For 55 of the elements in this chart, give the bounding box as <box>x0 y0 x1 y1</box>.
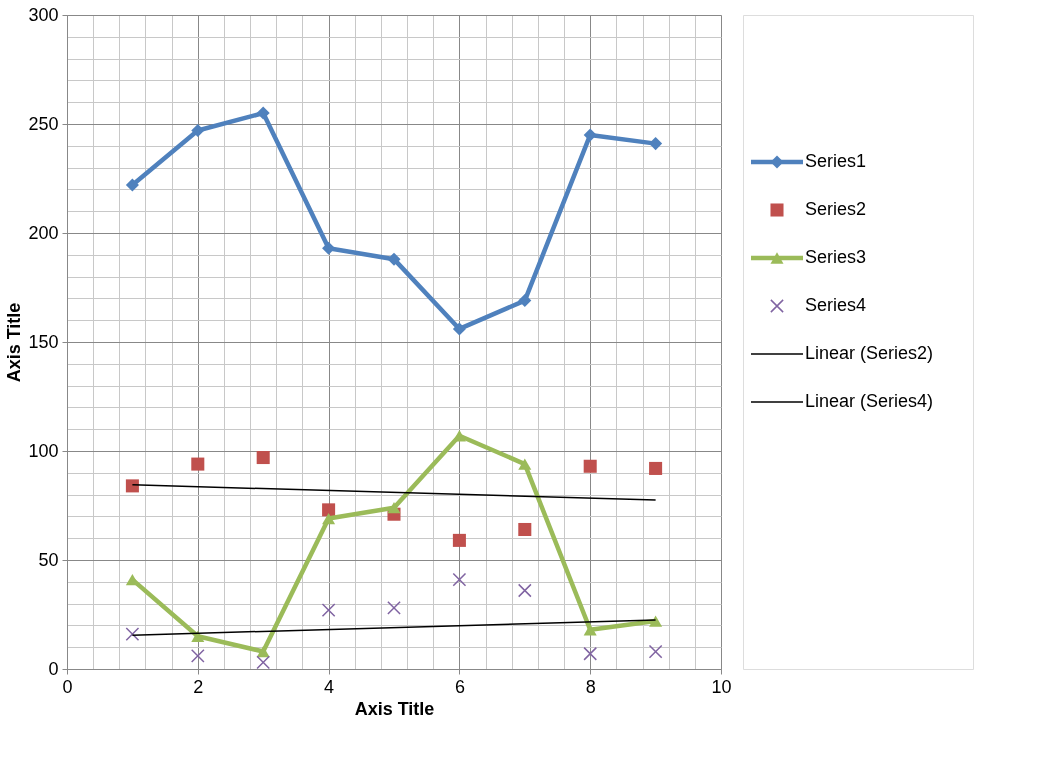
y-tick-label: 100 <box>28 440 59 461</box>
point <box>191 124 205 138</box>
point <box>322 241 336 255</box>
point <box>190 649 205 663</box>
point <box>387 252 401 266</box>
point <box>452 533 466 547</box>
point <box>387 502 401 514</box>
point <box>191 457 205 471</box>
point <box>387 601 401 615</box>
legend-label: Series1 <box>805 151 867 171</box>
point <box>321 603 336 618</box>
legend-label: Series3 <box>805 247 867 267</box>
y-axis-title: Axis Title <box>4 302 25 383</box>
point <box>517 583 532 598</box>
point <box>125 479 139 493</box>
legend-label: Series4 <box>805 295 867 315</box>
x-tick-label: 2 <box>193 676 204 697</box>
legend-label: Linear (Series2) <box>805 343 934 363</box>
x-tick-label: 6 <box>454 676 465 697</box>
point <box>125 178 139 192</box>
point <box>256 106 270 120</box>
point <box>256 451 270 465</box>
x-tick-label: 10 <box>711 676 732 697</box>
point <box>256 655 271 670</box>
y-tick-label: 300 <box>28 4 59 25</box>
point <box>322 503 336 517</box>
point <box>649 615 663 627</box>
point <box>256 645 270 658</box>
point <box>125 627 140 641</box>
point <box>583 128 597 142</box>
point <box>649 461 663 475</box>
y-tick-label: 50 <box>38 549 59 570</box>
y-tick-label: 200 <box>28 222 59 243</box>
x-tick-label: 0 <box>62 676 73 697</box>
legend-label: Linear (Series4) <box>805 391 934 411</box>
point <box>583 646 598 661</box>
point <box>191 630 205 642</box>
point <box>452 572 467 587</box>
y-tick-label: 0 <box>48 658 59 679</box>
point <box>322 512 336 525</box>
point <box>648 644 663 659</box>
y-tick-label: 150 <box>28 331 59 352</box>
point <box>125 573 139 586</box>
point <box>518 294 532 308</box>
x-tick-label: 8 <box>585 676 596 697</box>
x-tick-label: 4 <box>324 676 335 697</box>
point <box>452 322 466 336</box>
point <box>518 522 532 536</box>
point <box>649 137 663 151</box>
point <box>518 458 532 470</box>
y-tick-label: 250 <box>28 113 59 134</box>
x-axis-title: Axis Title <box>354 698 435 719</box>
point <box>583 624 597 636</box>
point <box>583 459 597 473</box>
legend-label: Series2 <box>805 199 867 219</box>
